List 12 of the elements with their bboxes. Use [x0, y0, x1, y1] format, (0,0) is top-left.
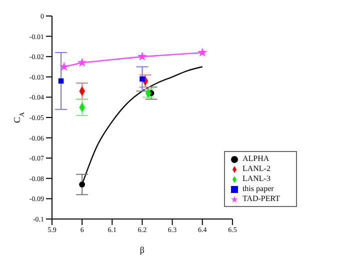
legend-label: ALPHA — [242, 154, 270, 163]
legend-label: LANL-3 — [242, 174, 270, 183]
x-axis-title: β — [140, 245, 145, 255]
point — [59, 62, 69, 71]
legend-label: LANL-2 — [242, 164, 270, 173]
point — [198, 48, 208, 57]
legend-label: this paper — [242, 184, 274, 193]
point — [140, 76, 145, 82]
point — [77, 58, 87, 67]
legend-label: TAD-PERT — [242, 194, 280, 203]
point — [79, 182, 86, 188]
point — [137, 52, 147, 61]
